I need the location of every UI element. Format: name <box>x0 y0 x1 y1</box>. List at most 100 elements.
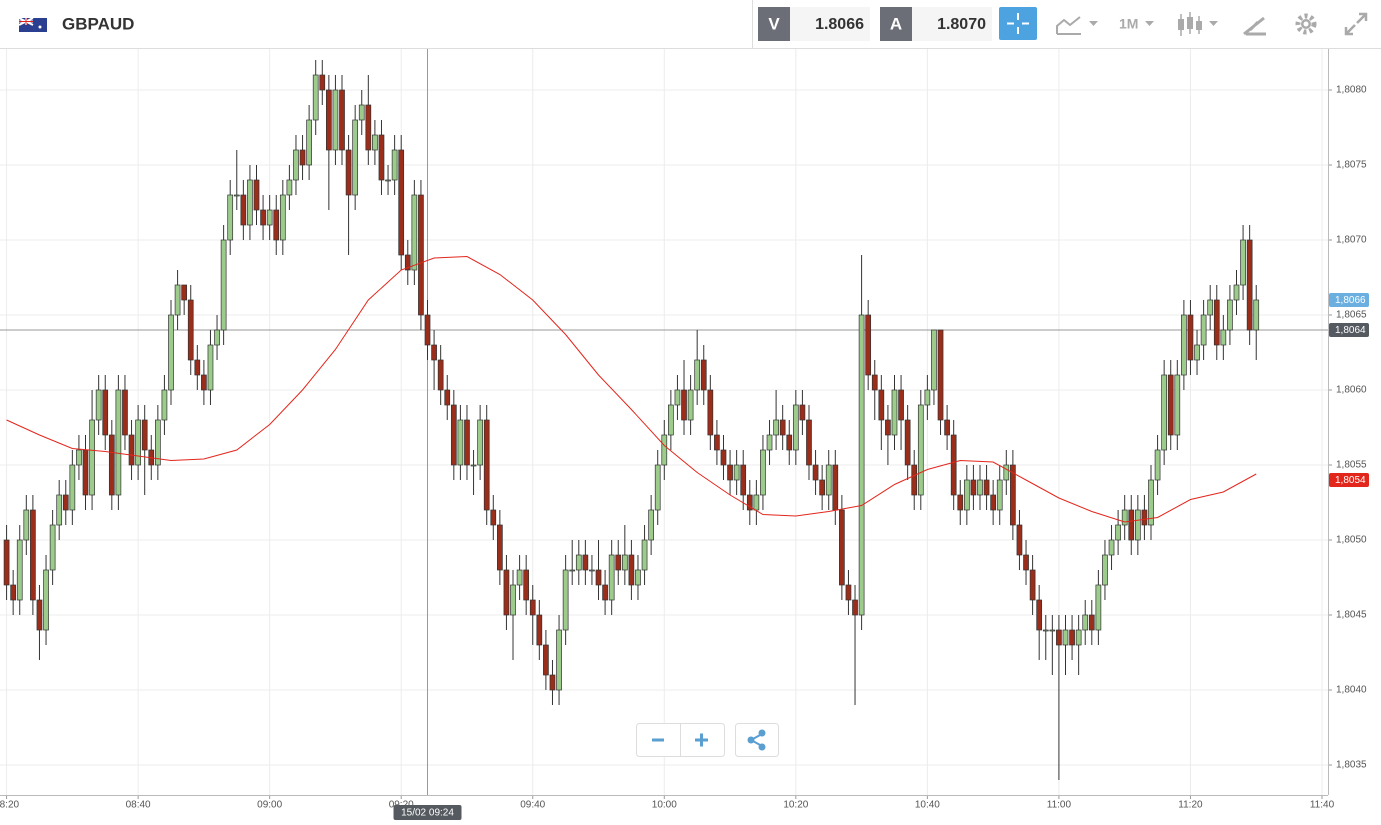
candle-body <box>312 74 319 121</box>
candle-body <box>635 569 641 586</box>
candle-body <box>404 254 411 271</box>
candle-body <box>983 479 990 496</box>
candle-body <box>1187 314 1194 361</box>
candle-icon[interactable] <box>1178 19 1184 30</box>
candle-body <box>779 419 786 436</box>
candle-body <box>95 389 102 421</box>
candle-body <box>240 194 247 226</box>
y-tick-label: 1,8075 <box>1336 160 1367 171</box>
candle-body <box>483 419 490 511</box>
candle-body <box>917 404 924 496</box>
price-marker-label: 1,8066 <box>1335 295 1366 306</box>
candle-body <box>773 419 779 436</box>
candle-body <box>970 479 977 496</box>
bid-badge[interactable] <box>758 7 790 41</box>
candle-body <box>852 599 858 616</box>
candle-body <box>621 554 628 571</box>
x-tick-label: 08:40 <box>126 800 151 811</box>
candle-body <box>1023 554 1029 571</box>
candle-body <box>76 449 82 466</box>
y-tick-label: 1,8065 <box>1336 310 1367 321</box>
candle-body <box>1194 344 1200 361</box>
draw-icon[interactable] <box>1243 16 1266 36</box>
candle-body <box>1181 314 1187 376</box>
candle-body <box>760 449 766 496</box>
toolbar <box>0 0 1381 48</box>
candle-body <box>569 569 576 572</box>
candle-body <box>1062 629 1069 646</box>
candle-body <box>128 434 135 466</box>
ask-label: A <box>890 14 902 33</box>
candle-body <box>3 539 10 586</box>
candle-body <box>1213 299 1220 346</box>
candle-body <box>247 179 253 226</box>
candle-body <box>950 434 957 496</box>
candle-icon <box>1187 17 1193 29</box>
candle-body <box>668 404 674 436</box>
crosshair-button[interactable] <box>999 7 1037 40</box>
candle-body <box>10 584 17 601</box>
settings-icon[interactable] <box>1295 13 1317 35</box>
candle-body <box>89 419 95 496</box>
candle-body <box>1121 509 1128 526</box>
candle-body <box>358 104 365 121</box>
bid-price: 1.8066 <box>815 16 864 33</box>
candle-body <box>871 374 878 391</box>
candle-body <box>36 599 43 631</box>
candle-body <box>115 389 122 496</box>
candle-body <box>279 194 286 241</box>
candle-body <box>1095 584 1102 631</box>
candle-body <box>963 479 970 511</box>
candle-body <box>273 209 280 241</box>
candle-body <box>1246 239 1253 331</box>
ask-badge[interactable] <box>880 7 912 41</box>
candle-body <box>82 449 89 496</box>
candle-body <box>575 554 582 571</box>
share-button[interactable] <box>735 723 779 757</box>
collapse-icon[interactable] <box>1344 12 1368 36</box>
y-tick-label: 1,8060 <box>1336 385 1367 396</box>
indicator-icon[interactable] <box>1056 16 1081 35</box>
candle-body <box>661 434 668 466</box>
share-dot <box>758 743 766 751</box>
candle-body <box>1003 464 1010 481</box>
settings-icon-hole <box>1303 21 1309 27</box>
candle-body <box>641 539 648 571</box>
candle-body <box>839 509 845 586</box>
candle-body <box>108 434 115 496</box>
timeframe[interactable]: 1M <box>1119 16 1138 32</box>
candle-body <box>628 554 635 586</box>
zoom-in[interactable] <box>695 733 708 747</box>
candle-body <box>931 329 937 391</box>
x-tick-label: 11:40 <box>1310 800 1335 811</box>
candle-body <box>155 419 161 466</box>
candle-body <box>1134 509 1141 541</box>
candle-body <box>1108 539 1115 556</box>
candle-body <box>56 494 63 526</box>
candle-body <box>450 404 457 466</box>
candle-body <box>536 614 543 646</box>
candle-body <box>858 314 865 616</box>
candle-body <box>477 419 483 466</box>
candle-body <box>141 419 148 451</box>
candle-body <box>437 359 444 391</box>
x-tick-label: 11:00 <box>1047 800 1072 811</box>
candle-body <box>1102 554 1108 586</box>
y-tick-label: 1,8080 <box>1336 85 1367 96</box>
candle-body <box>372 134 378 151</box>
candle-body <box>523 569 530 601</box>
candle-body <box>194 359 201 376</box>
candle-body <box>398 149 405 256</box>
candle-body <box>122 389 128 436</box>
candle-body <box>201 374 207 391</box>
candle-body <box>1115 524 1121 541</box>
candle-body <box>806 419 812 466</box>
candle-body <box>549 674 556 691</box>
candle-body <box>207 344 214 391</box>
candle-body <box>161 389 168 421</box>
candle-body <box>299 149 306 166</box>
x-tick-label: 10:40 <box>915 800 940 811</box>
candle-body <box>497 524 503 571</box>
